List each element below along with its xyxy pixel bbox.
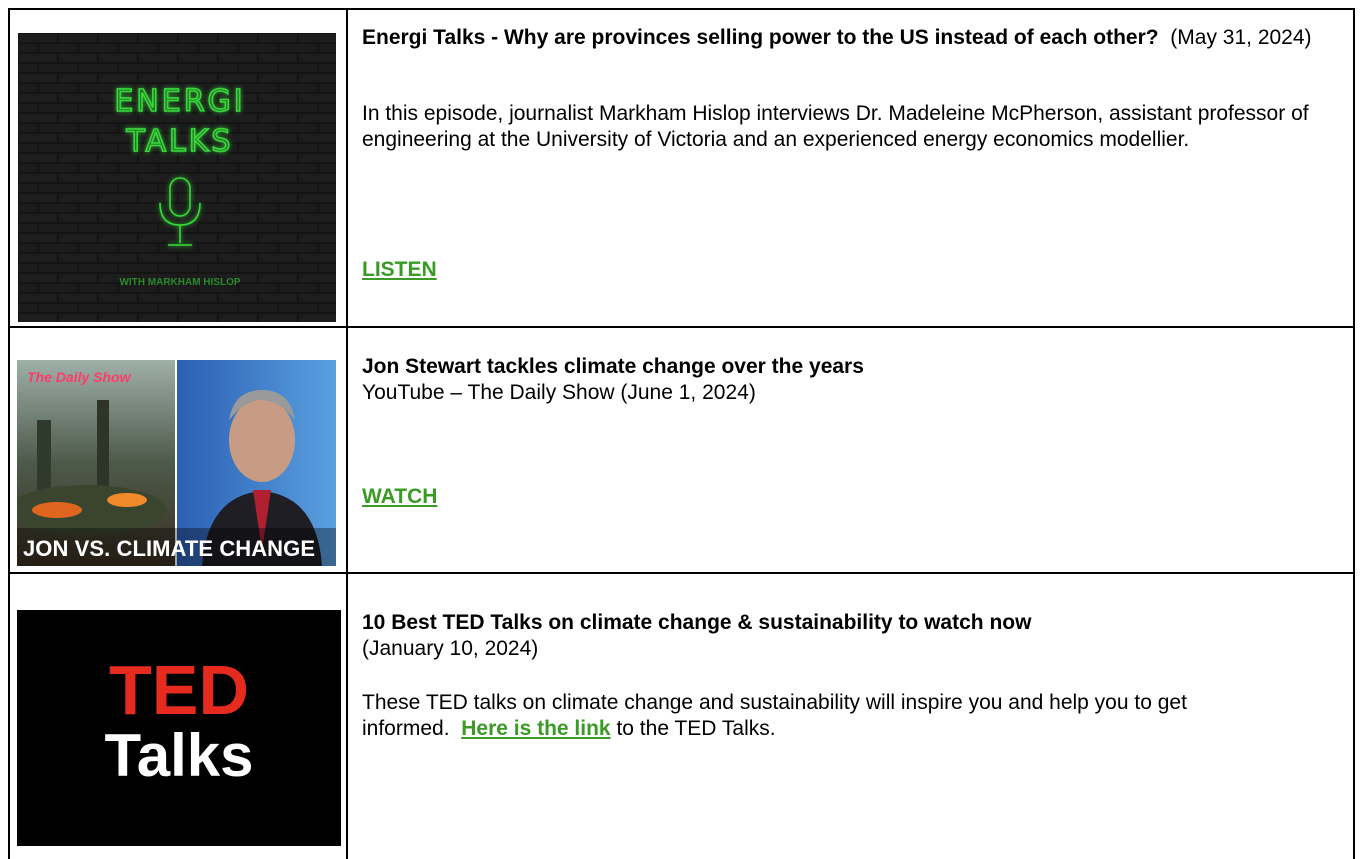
table-border (8, 8, 10, 859)
table-border (8, 572, 1355, 574)
cover-text: ENERGI (114, 84, 245, 119)
logo-text: TED (109, 651, 249, 729)
entry-description: In this episode, journalist Markham Hisl… (362, 101, 1347, 153)
entry: 10 Best TED Talks on climate change & su… (362, 610, 1347, 662)
entry-title: Energi Talks - Why are provinces selling… (362, 26, 1159, 49)
entry-title: 10 Best TED Talks on climate change & su… (362, 610, 1347, 636)
entry-title: Jon Stewart tackles climate change over … (362, 354, 1347, 380)
table-border (8, 8, 1355, 10)
entry-date: (May 31, 2024) (1170, 26, 1311, 49)
video-thumbnail: The Daily Show JON VS. CLIMATE CHANGE (17, 360, 336, 566)
show-logo: The Daily Show (27, 369, 132, 385)
entry: Jon Stewart tackles climate change over … (362, 354, 1347, 406)
logo-text: Talks (105, 722, 254, 789)
document: ENERGI TALKS WITH MARKHAM HISLOP Energi … (0, 0, 1368, 859)
entry-source: YouTube – The Daily Show (June 1, 2024) (362, 380, 1347, 406)
entry-description: These TED talks on climate change and su… (362, 690, 1322, 742)
table-border (346, 8, 348, 859)
thumbnail-caption: JON VS. CLIMATE CHANGE (23, 536, 315, 561)
ted-link[interactable]: Here is the link (461, 717, 610, 740)
description-text: to the TED Talks. (616, 717, 775, 740)
entry: Energi Talks - Why are provinces selling… (362, 25, 1347, 51)
podcast-cover: ENERGI TALKS WITH MARKHAM HISLOP (18, 33, 336, 322)
watch-link[interactable]: WATCH (362, 485, 437, 508)
cover-text: TALKS (126, 124, 234, 159)
entry-date: (January 10, 2024) (362, 636, 1347, 662)
table-border (8, 326, 1355, 328)
table-border (1353, 8, 1355, 859)
cover-caption: WITH MARKHAM HISLOP (119, 277, 240, 288)
listen-link[interactable]: LISTEN (362, 258, 437, 281)
ted-logo: TED Talks (17, 610, 341, 846)
